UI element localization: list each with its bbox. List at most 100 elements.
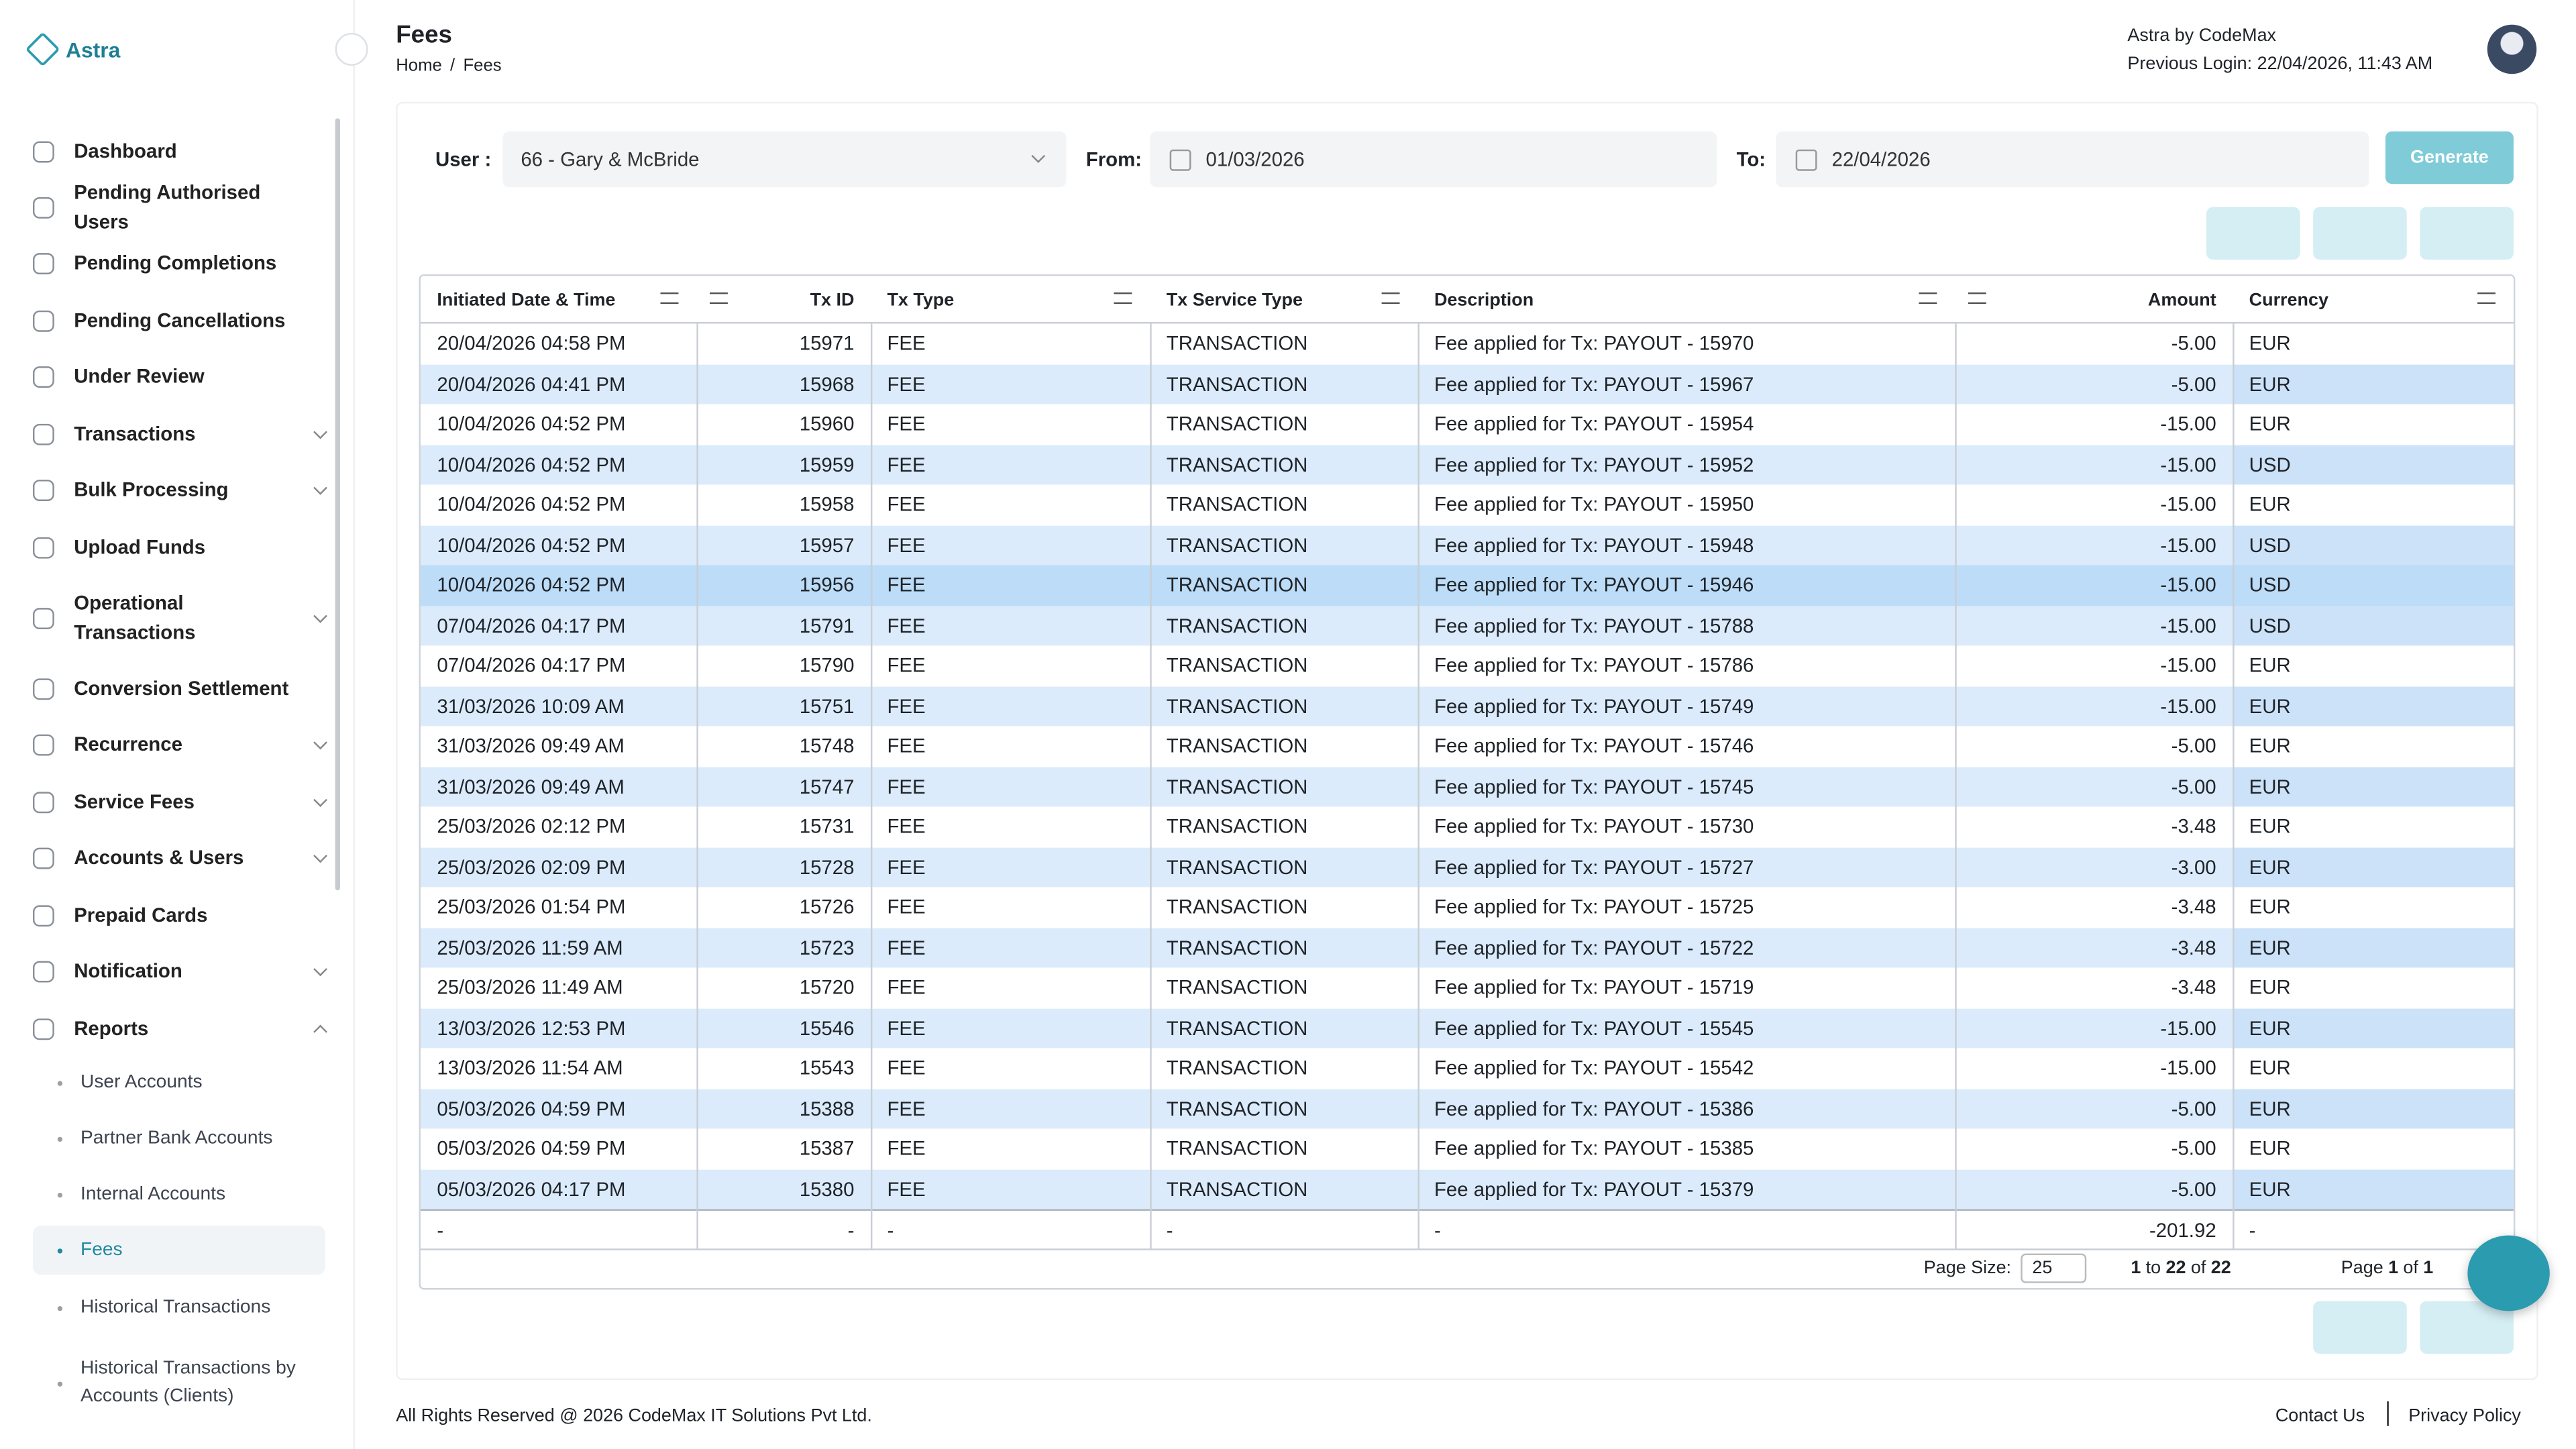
table-row[interactable]	[420, 1008, 2514, 1049]
table-cell: FEE	[887, 936, 926, 959]
filter-icon[interactable]	[1114, 292, 1132, 305]
table-row[interactable]	[420, 1088, 2514, 1129]
sub-nav-item[interactable]: User Accounts	[33, 1058, 325, 1107]
filter-icon[interactable]	[1381, 292, 1400, 305]
nav-label: Reports	[74, 1016, 149, 1040]
table-row[interactable]	[420, 847, 2514, 888]
table-cell: TRANSACTION	[1166, 1177, 1308, 1201]
table-cell: -3.48	[2171, 896, 2216, 919]
sub-nav-item[interactable]: Historical Transactions	[33, 1283, 325, 1332]
action-button[interactable]	[2313, 1301, 2407, 1354]
chevron	[313, 425, 327, 439]
table-row[interactable]	[420, 605, 2514, 646]
currency-cell-bg	[2233, 1008, 2514, 1049]
table-cell: FEE	[887, 533, 926, 557]
nav-item[interactable]: Bulk Processing	[32, 470, 329, 509]
table-row[interactable]	[420, 404, 2514, 445]
filter-icon[interactable]	[660, 292, 679, 305]
table-cell: EUR	[2249, 936, 2291, 959]
breadcrumb: Home / Fees	[396, 56, 501, 75]
nav-item[interactable]: Prepaid Cards	[32, 896, 329, 935]
nav-icon	[32, 904, 54, 926]
total-cell: -	[1434, 1218, 1441, 1242]
column-header[interactable]: Currency	[2249, 290, 2328, 310]
table-row[interactable]	[420, 766, 2514, 807]
nav-item[interactable]: Reports	[32, 1009, 329, 1049]
toolbar-button[interactable]	[2420, 207, 2514, 260]
column-header[interactable]: Amount	[2147, 290, 2216, 310]
table-row[interactable]	[420, 565, 2514, 606]
filter-icon[interactable]	[709, 292, 728, 305]
avatar[interactable]	[2487, 24, 2537, 74]
table-row[interactable]	[420, 927, 2514, 968]
table-row[interactable]	[420, 726, 2514, 767]
nav-item[interactable]: Pending Authorised Users	[32, 180, 329, 233]
table-row[interactable]	[420, 364, 2514, 405]
table-cell: FEE	[887, 815, 926, 839]
sub-nav-item[interactable]: Fees	[32, 1225, 325, 1275]
nav-item[interactable]: Service Fees	[32, 782, 329, 822]
table-cell: Fee applied for Tx: PAYOUT - 15970	[1434, 332, 1754, 356]
table-row[interactable]	[420, 1048, 2514, 1089]
table-row[interactable]	[420, 887, 2514, 928]
table-row[interactable]	[420, 686, 2514, 727]
collapse-button[interactable]	[335, 32, 368, 66]
nav-item[interactable]: Pending Completions	[32, 243, 329, 282]
nav-item[interactable]: Transactions	[32, 414, 329, 453]
column-header[interactable]: Tx Service Type	[1166, 290, 1303, 310]
table-row[interactable]	[420, 525, 2514, 566]
toolbar-button[interactable]	[2313, 207, 2407, 260]
table-row[interactable]	[420, 484, 2514, 525]
nav-icon	[32, 847, 54, 869]
nav-label: Pending Authorised Users	[74, 180, 261, 233]
nav-item[interactable]: Upload Funds	[32, 527, 329, 567]
column-header[interactable]: Initiated Date & Time	[437, 290, 616, 310]
table-cell: 15723	[799, 936, 855, 959]
user-value: 66 - Gary & McBride	[521, 148, 700, 171]
nav-item[interactable]: Dashboard	[32, 131, 329, 171]
footer-link[interactable]: Contact Us	[2275, 1406, 2365, 1426]
total-cell: -	[1166, 1218, 1173, 1242]
filter-icon[interactable]	[2477, 292, 2496, 305]
column-header[interactable]: Tx Type	[887, 290, 955, 310]
table-row[interactable]	[420, 806, 2514, 847]
column-header[interactable]: Description	[1434, 290, 1534, 310]
table-row[interactable]	[420, 967, 2514, 1008]
table-row[interactable]	[420, 444, 2514, 485]
toolbar-button[interactable]	[2206, 207, 2300, 260]
sub-nav-item[interactable]: Partner Bank Accounts	[33, 1114, 325, 1163]
nav-item[interactable]: Recurrence	[32, 724, 329, 764]
page-size-select[interactable]: 25	[2021, 1253, 2087, 1283]
sub-nav-item[interactable]: Internal Accounts	[33, 1170, 325, 1219]
to-input[interactable]: 22/04/2026	[1776, 131, 2369, 188]
table-row[interactable]	[420, 645, 2514, 686]
chat-button[interactable]	[2467, 1235, 2550, 1311]
bullet	[57, 1381, 63, 1386]
sub-nav-item[interactable]: Historical Transactions by Accounts (Cli…	[33, 1352, 325, 1415]
nav-item[interactable]: Operational Transactions	[32, 592, 329, 644]
bullet	[57, 1305, 63, 1311]
breadcrumb-item[interactable]: Home	[396, 56, 442, 76]
table-row[interactable]	[420, 1169, 2514, 1210]
filter-icon[interactable]	[1968, 292, 1986, 305]
column-header[interactable]: Tx ID	[810, 290, 855, 310]
generate-button[interactable]: Generate	[2385, 131, 2514, 184]
action-button[interactable]	[2420, 1301, 2514, 1354]
nav-icon	[32, 733, 54, 755]
nav-item[interactable]: Conversion Settlement	[32, 669, 329, 708]
table-row[interactable]	[420, 1128, 2514, 1169]
table-cell: 31/03/2026 09:49 AM	[437, 735, 625, 758]
nav-item[interactable]: Notification	[32, 951, 329, 991]
nav-label: Transactions	[74, 422, 196, 445]
table-row[interactable]	[420, 323, 2514, 364]
nav-item[interactable]: Under Review	[32, 356, 329, 396]
brand-name: Astra	[65, 38, 121, 63]
table-cell: FEE	[887, 372, 926, 396]
nav-item[interactable]: Accounts & Users	[32, 838, 329, 877]
from-input[interactable]: 01/03/2026	[1150, 131, 1717, 188]
footer-link[interactable]: Privacy Policy	[2408, 1406, 2521, 1426]
nav-item[interactable]: Pending Cancellations	[32, 301, 329, 340]
filter-icon[interactable]	[1919, 292, 1937, 305]
user-select[interactable]: 66 - Gary & McBride	[502, 131, 1067, 188]
table-cell: FEE	[887, 1016, 926, 1040]
